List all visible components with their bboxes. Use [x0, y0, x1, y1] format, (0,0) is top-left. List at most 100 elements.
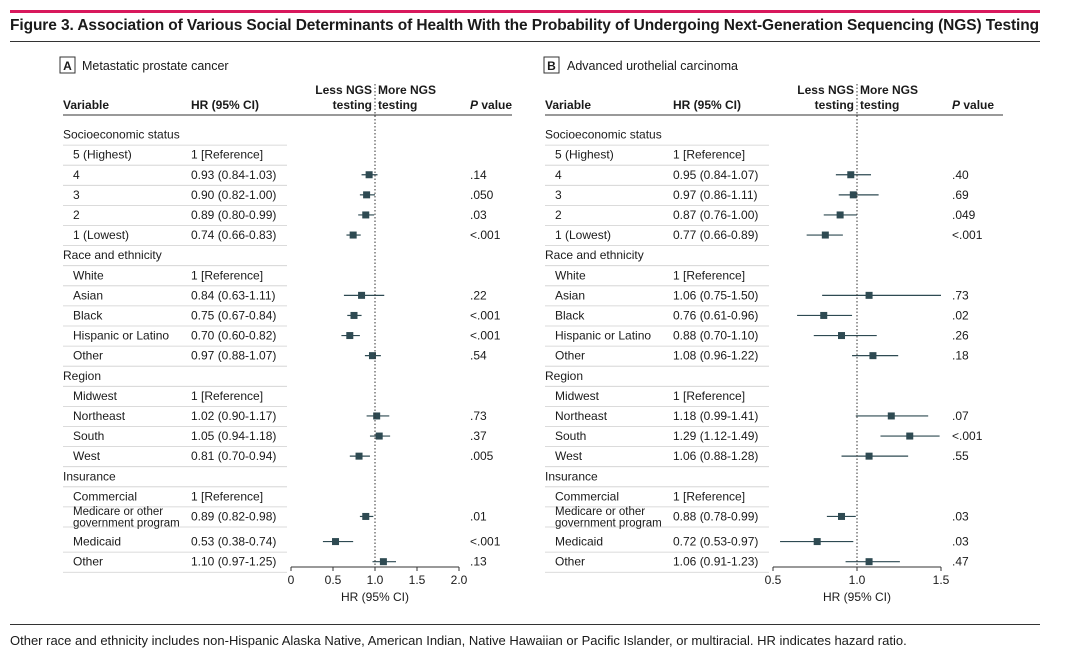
- panel-a-variable-label: Midwest: [73, 389, 118, 403]
- panel-a-header-hr: HR (95% CI): [191, 98, 259, 112]
- panel-a-p-value: .050: [470, 188, 494, 202]
- panel-b-hr-point: [849, 191, 857, 199]
- panel-a-x-tick-label: 2.0: [451, 573, 468, 587]
- panel-a-hr-point: [346, 332, 354, 340]
- panel-b-p-value: .69: [952, 188, 969, 202]
- panel-b-hr-text: 1.06 (0.88-1.28): [673, 449, 758, 463]
- panel-a-hr-text: 1 [Reference]: [191, 268, 263, 282]
- panel-a-group-header: Race and ethnicity: [63, 248, 162, 262]
- panel-b-variable-label: Asian: [555, 288, 585, 302]
- panel-b-hr-text: 1.18 (0.99-1.41): [673, 409, 758, 423]
- panel-a-p-value: .01: [470, 509, 487, 523]
- panel-b-hr-text: 0.76 (0.61-0.96): [673, 308, 758, 322]
- panel-b-p-value: .40: [952, 168, 969, 182]
- panel-b-variable-label: Medicaid: [555, 535, 603, 549]
- figure-footnote: Other race and ethnicity includes non-Hi…: [10, 633, 907, 648]
- panel-b-variable-label: Midwest: [555, 389, 600, 403]
- panel-a-group-header: Insurance: [63, 469, 116, 483]
- panel-b-variable-label: Northeast: [555, 409, 608, 423]
- panel-b-hr-text: 1.06 (0.75-1.50): [673, 288, 758, 302]
- forest-plot-figure: A Metastatic prostate cancer Variable HR (9…: [59, 56, 1003, 604]
- panel-a-header-pvalue: P value: [470, 98, 512, 112]
- panel-b-group-header: Region: [545, 369, 583, 383]
- panel-b-hr-point: [865, 558, 873, 566]
- panel-a-variable-label: 5 (Highest): [73, 148, 132, 162]
- panel-b-variable-label: Medicare or other: [555, 506, 645, 518]
- panel-b-p-value: .73: [952, 288, 969, 302]
- panel-a-x-tick-label: 0.5: [325, 573, 342, 587]
- panel-b-variable-label: Commercial: [555, 489, 619, 503]
- panel-b-hr-point: [838, 332, 846, 340]
- panel-a-variable-label: Medicaid: [73, 535, 121, 549]
- panel-a-header-variable: Variable: [63, 98, 109, 112]
- panel-b-hr-text: 1 [Reference]: [673, 389, 745, 403]
- panel-a-hr-point: [379, 558, 387, 566]
- panel-b-hr-text: 0.88 (0.78-0.99): [673, 509, 758, 523]
- title-accent-bar: [10, 10, 1040, 13]
- panel-a-hr-text: 0.90 (0.82-1.00): [191, 188, 276, 202]
- panel-b-variable-label: Other: [555, 555, 585, 569]
- panel-a-p-value: .005: [470, 449, 494, 463]
- panel-a-variable-label: West: [73, 449, 101, 463]
- panel-a-hr-text: 0.75 (0.67-0.84): [191, 308, 276, 322]
- panel-b-hr-text: 0.97 (0.86-1.11): [673, 188, 758, 202]
- panel-b-header-hr: HR (95% CI): [673, 98, 741, 112]
- panel-b-hr-point: [865, 452, 873, 460]
- panel-a-variable-label: 2: [73, 208, 80, 222]
- panel-a-variable-label: 1 (Lowest): [73, 228, 129, 242]
- panel-a-variable-label: Northeast: [73, 409, 126, 423]
- panel-a-hr-point: [363, 191, 371, 199]
- panel-a-p-value: .37: [470, 429, 487, 443]
- panel-b-variable-label: government program: [555, 517, 662, 529]
- panel-a-hr-point: [368, 352, 376, 360]
- panel-a-x-tick-label: 0: [288, 573, 295, 587]
- panel-b-header-pvalue: P value: [952, 98, 994, 112]
- panel-b-p-value: .07: [952, 409, 969, 423]
- panel-a-variable-label: South: [73, 429, 104, 443]
- panel-a-hr-text: 0.84 (0.63-1.11): [191, 288, 276, 302]
- panel-a-p-value: .73: [470, 409, 487, 423]
- panel-b-hr-text: 1 [Reference]: [673, 148, 745, 162]
- panel-a-hr-point: [349, 231, 357, 239]
- panel-b-x-tick-label: 1.0: [849, 573, 866, 587]
- panel-a-variable-label: government program: [73, 517, 180, 529]
- panel-b-hr-text: 1.08 (0.96-1.22): [673, 349, 758, 363]
- panel-b-header-less-2: testing: [815, 98, 854, 112]
- panel-b-variable-label: South: [555, 429, 586, 443]
- panel-a-hr-point: [365, 171, 373, 179]
- panel-a-p-value: .54: [470, 349, 487, 363]
- panel-b-group-header: Race and ethnicity: [545, 248, 644, 262]
- panel-b-hr-text: 1.29 (1.12-1.49): [673, 429, 758, 443]
- panel-a-header-less-1: Less NGS: [315, 83, 372, 97]
- panel-a-p-value: <.001: [470, 535, 501, 549]
- panel-a-p-value: .13: [470, 555, 487, 569]
- panel-a-hr-point: [355, 452, 363, 460]
- panel-b-p-value: .55: [952, 449, 969, 463]
- panel-b-variable-label: 5 (Highest): [555, 148, 614, 162]
- panel-b-header-less-1: Less NGS: [797, 83, 854, 97]
- panel-b-p-value: .18: [952, 349, 969, 363]
- panel-b-variable-label: Other: [555, 349, 585, 363]
- panel-a-letter-box: [59, 56, 76, 74]
- panel-b-variable-label: Black: [555, 308, 585, 322]
- panel-a-hr-text: 1 [Reference]: [191, 148, 263, 162]
- panel-a-group-header: Region: [63, 369, 101, 383]
- panel-b-p-value: .02: [952, 308, 969, 322]
- panel-a-hr-point: [375, 432, 383, 440]
- panel-a-hr-text: 1 [Reference]: [191, 389, 263, 403]
- panel-b-variable-label: 4: [555, 168, 562, 182]
- panel-b-p-value: .47: [952, 555, 969, 569]
- panel-b-variable-label: Hispanic or Latino: [555, 329, 651, 343]
- panel-b-variable-label: White: [555, 268, 586, 282]
- panel-b-hr-point: [820, 311, 828, 319]
- panel-b-hr-point: [813, 538, 821, 546]
- panel-a-hr-text: 0.81 (0.70-0.94): [191, 449, 276, 463]
- panel-a-hr-text: 1 [Reference]: [191, 489, 263, 503]
- panel-a-title: Metastatic prostate cancer: [82, 59, 229, 73]
- panel-b-hr-text: 0.87 (0.76-1.00): [673, 208, 758, 222]
- panel-a-hr-text: 0.53 (0.38-0.74): [191, 535, 276, 549]
- panel-a-hr-text: 0.70 (0.60-0.82): [191, 329, 276, 343]
- panel-b-x-axis-label: HR (95% CI): [823, 590, 891, 604]
- panel-a-hr-point: [332, 538, 340, 546]
- panel-a-header-more-2: testing: [378, 98, 417, 112]
